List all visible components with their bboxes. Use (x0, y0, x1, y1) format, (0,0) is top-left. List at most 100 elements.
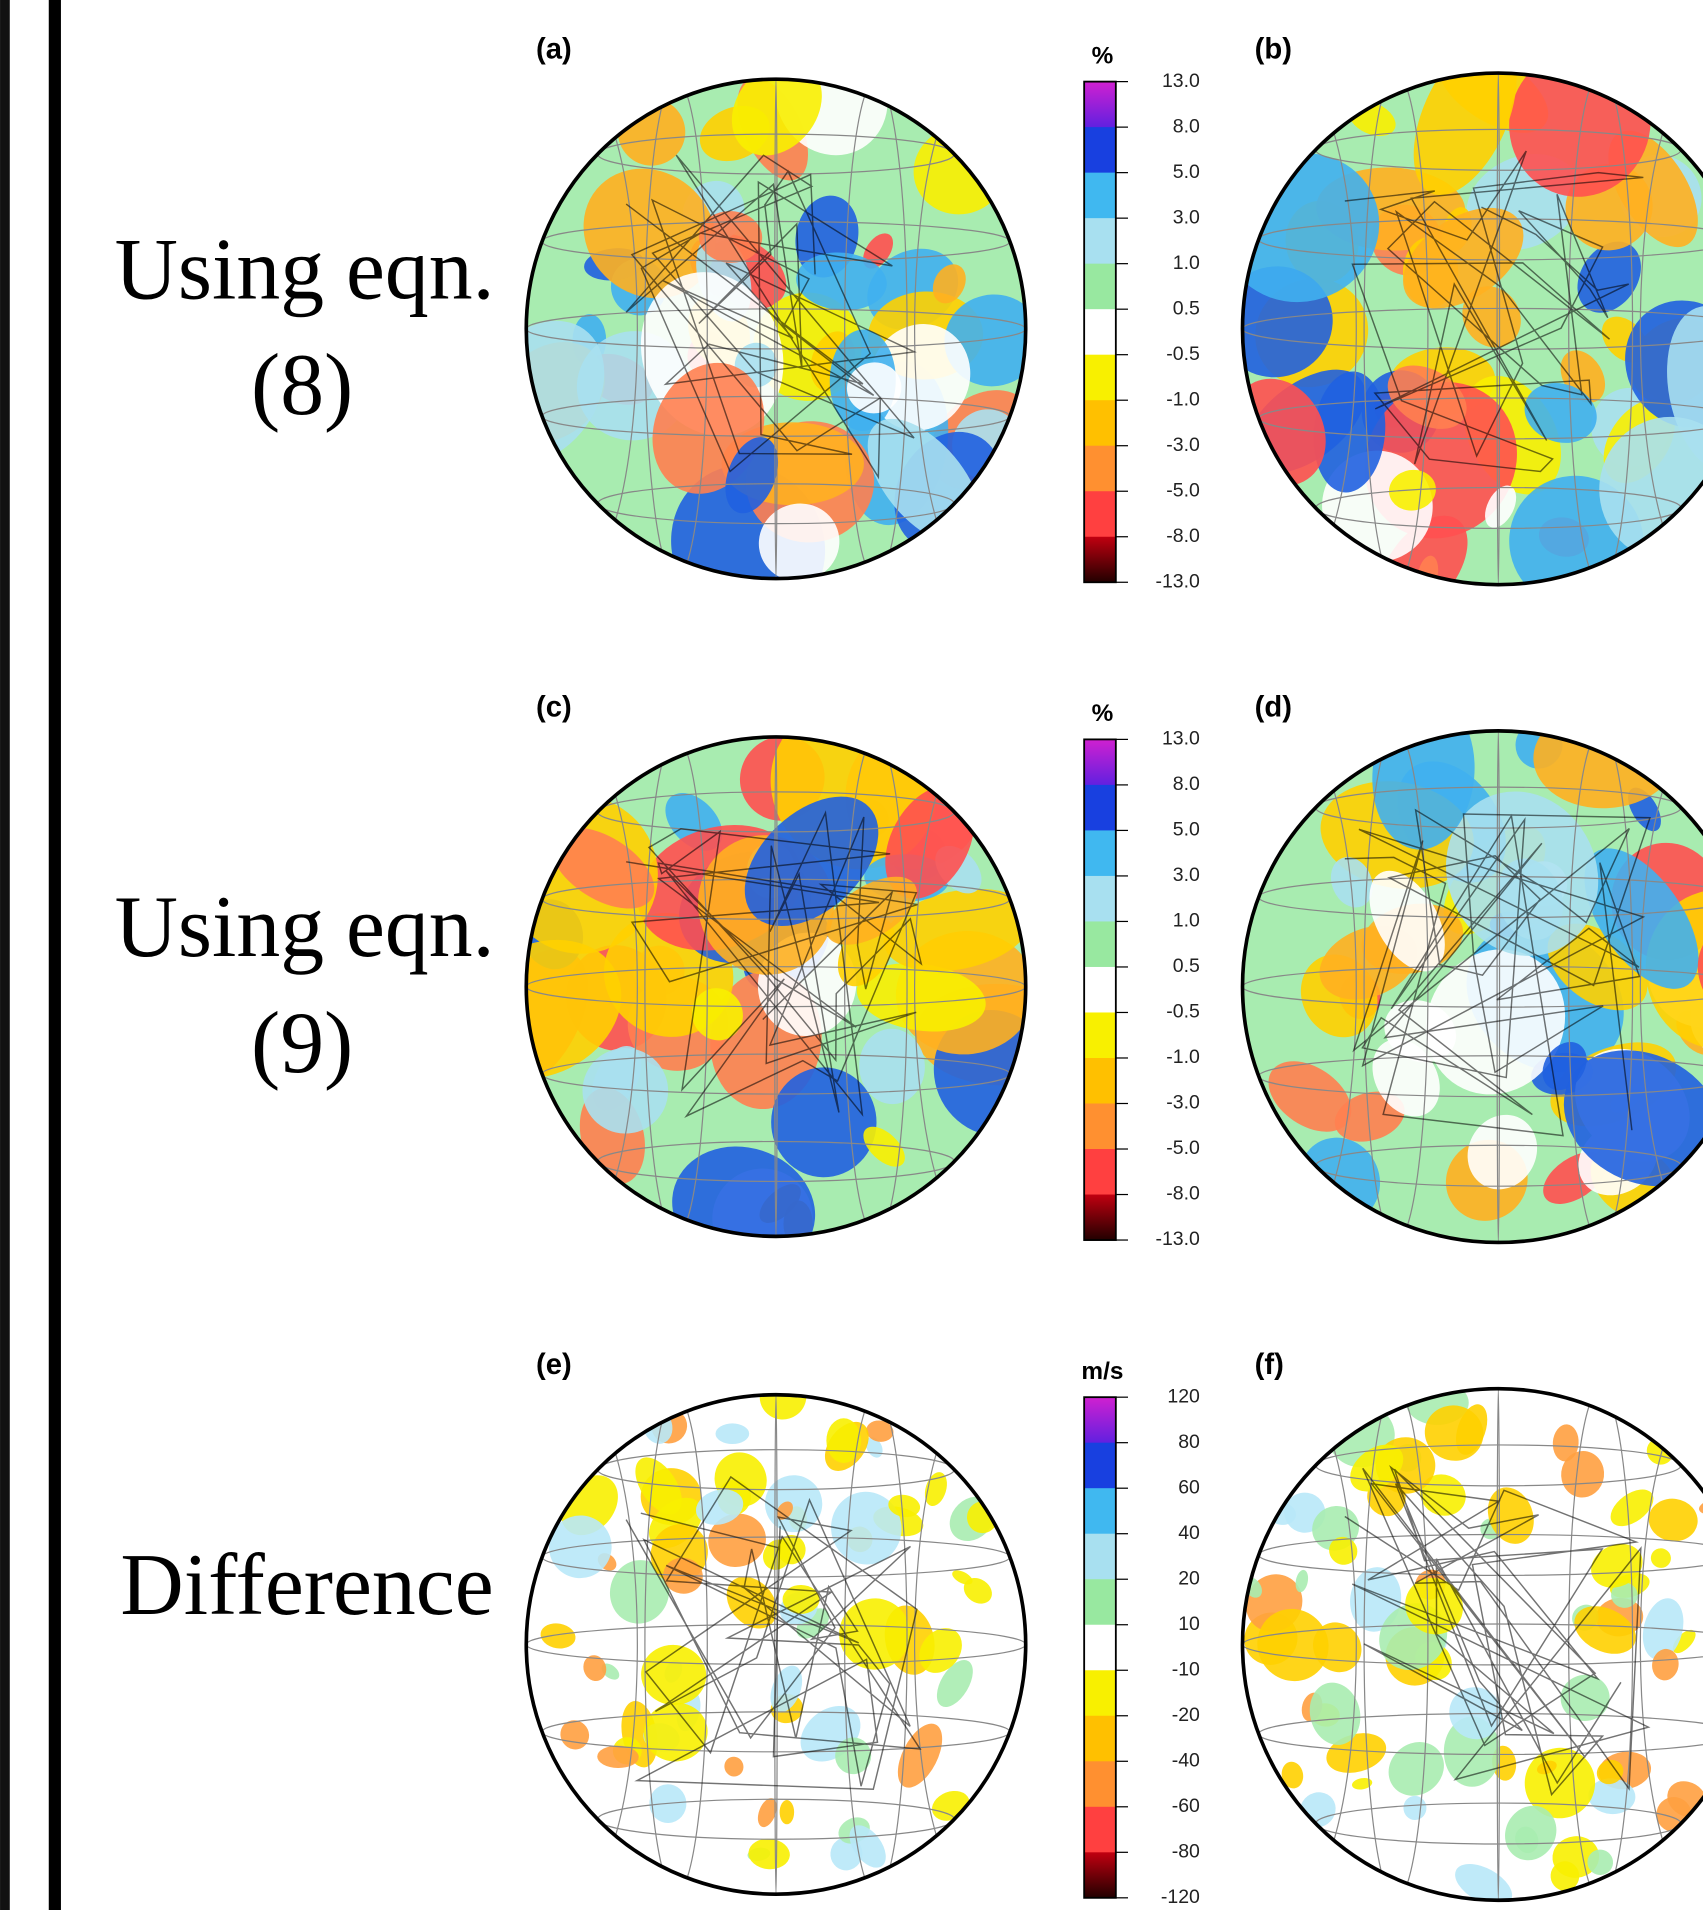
colorbar-tick-label: 1.0 (1173, 252, 1200, 274)
graticule (1639, 1388, 1703, 1901)
graticule (526, 79, 638, 579)
colorbar-segment (1084, 354, 1116, 401)
colorbar-tick-label: -3.0 (1166, 434, 1200, 456)
colorbar-frame (1083, 738, 1117, 1241)
graticule (526, 308, 1026, 350)
colorbar-segment (1084, 263, 1116, 310)
anomaly (748, 1838, 790, 1870)
graticule (1363, 73, 1429, 585)
colorbar-tick-label: -1.0 (1166, 1046, 1200, 1068)
anomaly (691, 988, 743, 1041)
anomaly (635, 1457, 682, 1515)
colorbar-tick-label: 3.0 (1173, 206, 1200, 228)
colorbar-segment (1084, 1397, 1116, 1444)
colorbar-tick-label: 20 (1178, 1567, 1200, 1589)
graticule (844, 79, 908, 579)
panel-label: (d) (1255, 691, 1292, 723)
colorbar-tick-label: 60 (1178, 1476, 1200, 1498)
colorbar-segment (1084, 218, 1116, 265)
anomaly (583, 168, 716, 299)
anomaly (526, 320, 605, 464)
colorbar-unit: % (1092, 700, 1114, 727)
colorbar-segment (1084, 400, 1116, 447)
graticule (913, 79, 1026, 579)
row-label: Difference (120, 1536, 493, 1633)
colorbar-segment (1084, 1715, 1116, 1762)
anomaly (583, 1655, 607, 1682)
coastline (1344, 150, 1644, 473)
graticule (1639, 73, 1703, 585)
graticule (913, 1394, 1026, 1895)
globe (524, 735, 1028, 1239)
anomaly (597, 1745, 639, 1769)
colorbar-tick-label: 13.0 (1162, 728, 1200, 750)
graticule (1496, 73, 1501, 585)
colorbar-tick-label: 1.0 (1173, 910, 1200, 932)
anomaly (932, 264, 966, 304)
colorbar-frame (1083, 80, 1117, 584)
anomaly (1672, 1629, 1696, 1654)
anomaly (672, 1146, 816, 1237)
colorbar-segment (1084, 1806, 1116, 1853)
coastline (625, 1475, 922, 1791)
anomaly (1295, 1569, 1309, 1593)
colorbar-tick-label: -3.0 (1166, 1092, 1200, 1114)
divider (48, 0, 61, 1910)
anomaly (759, 1394, 807, 1420)
anomaly (1652, 1648, 1679, 1681)
colorbar-tick-label: 40 (1178, 1522, 1200, 1544)
colorbar-segment (1084, 1103, 1116, 1150)
colorbar-segment (1084, 1670, 1116, 1717)
anomaly (1257, 1608, 1329, 1682)
anomaly (826, 876, 917, 945)
anomaly (1329, 1536, 1358, 1565)
anomaly (1388, 1742, 1444, 1796)
anomaly (883, 888, 1026, 972)
coastline (626, 810, 923, 1118)
globe-outline (1240, 1386, 1703, 1903)
anomaly (560, 1720, 590, 1750)
panel-label: (f) (1255, 1349, 1284, 1381)
anomaly (1610, 1489, 1654, 1527)
anomaly (963, 1577, 992, 1604)
graticule (1363, 730, 1429, 1243)
colorbar-tick-label: -5.0 (1166, 479, 1200, 501)
anomaly (831, 1491, 902, 1565)
globe-outline (524, 77, 1028, 581)
colorbar-segment (1084, 1442, 1116, 1489)
graticule (1242, 965, 1703, 1008)
anomaly (1552, 1424, 1579, 1462)
colorbar-segment (1084, 1149, 1116, 1196)
anomaly (708, 1513, 766, 1568)
graticule (526, 1394, 638, 1895)
panel-label: (e) (536, 1349, 572, 1381)
colorbar-tick-label: 8.0 (1173, 115, 1200, 137)
anomaly (1588, 1778, 1636, 1815)
colorbar-segment (1084, 536, 1116, 583)
anomaly (698, 211, 763, 263)
anomaly (863, 1126, 905, 1167)
colorbar-tick-label: -0.5 (1166, 343, 1200, 365)
anomaly (1574, 1606, 1636, 1654)
anomaly (866, 1420, 894, 1442)
globe-map (1242, 730, 1703, 1243)
colorbar-tick-label: 5.0 (1173, 819, 1200, 841)
anomaly (919, 1628, 962, 1673)
graticule (1242, 73, 1357, 585)
colorbar-segment (1084, 1624, 1116, 1671)
colorbar-segment (1084, 966, 1116, 1014)
globe-outline (524, 735, 1028, 1239)
anomaly (1485, 485, 1517, 528)
anomaly (540, 1623, 576, 1649)
graticule (1496, 730, 1501, 1243)
globe (524, 77, 1028, 581)
row-label: Using eqn. (115, 220, 495, 317)
globe (1240, 1386, 1703, 1903)
graticule (1568, 1388, 1634, 1901)
anomaly (885, 785, 975, 899)
anomaly (1281, 1761, 1304, 1789)
colorbar-tick-label: 80 (1178, 1431, 1200, 1453)
anomaly (1309, 1682, 1361, 1745)
anomaly (641, 1644, 707, 1705)
graticule (1242, 1623, 1703, 1666)
